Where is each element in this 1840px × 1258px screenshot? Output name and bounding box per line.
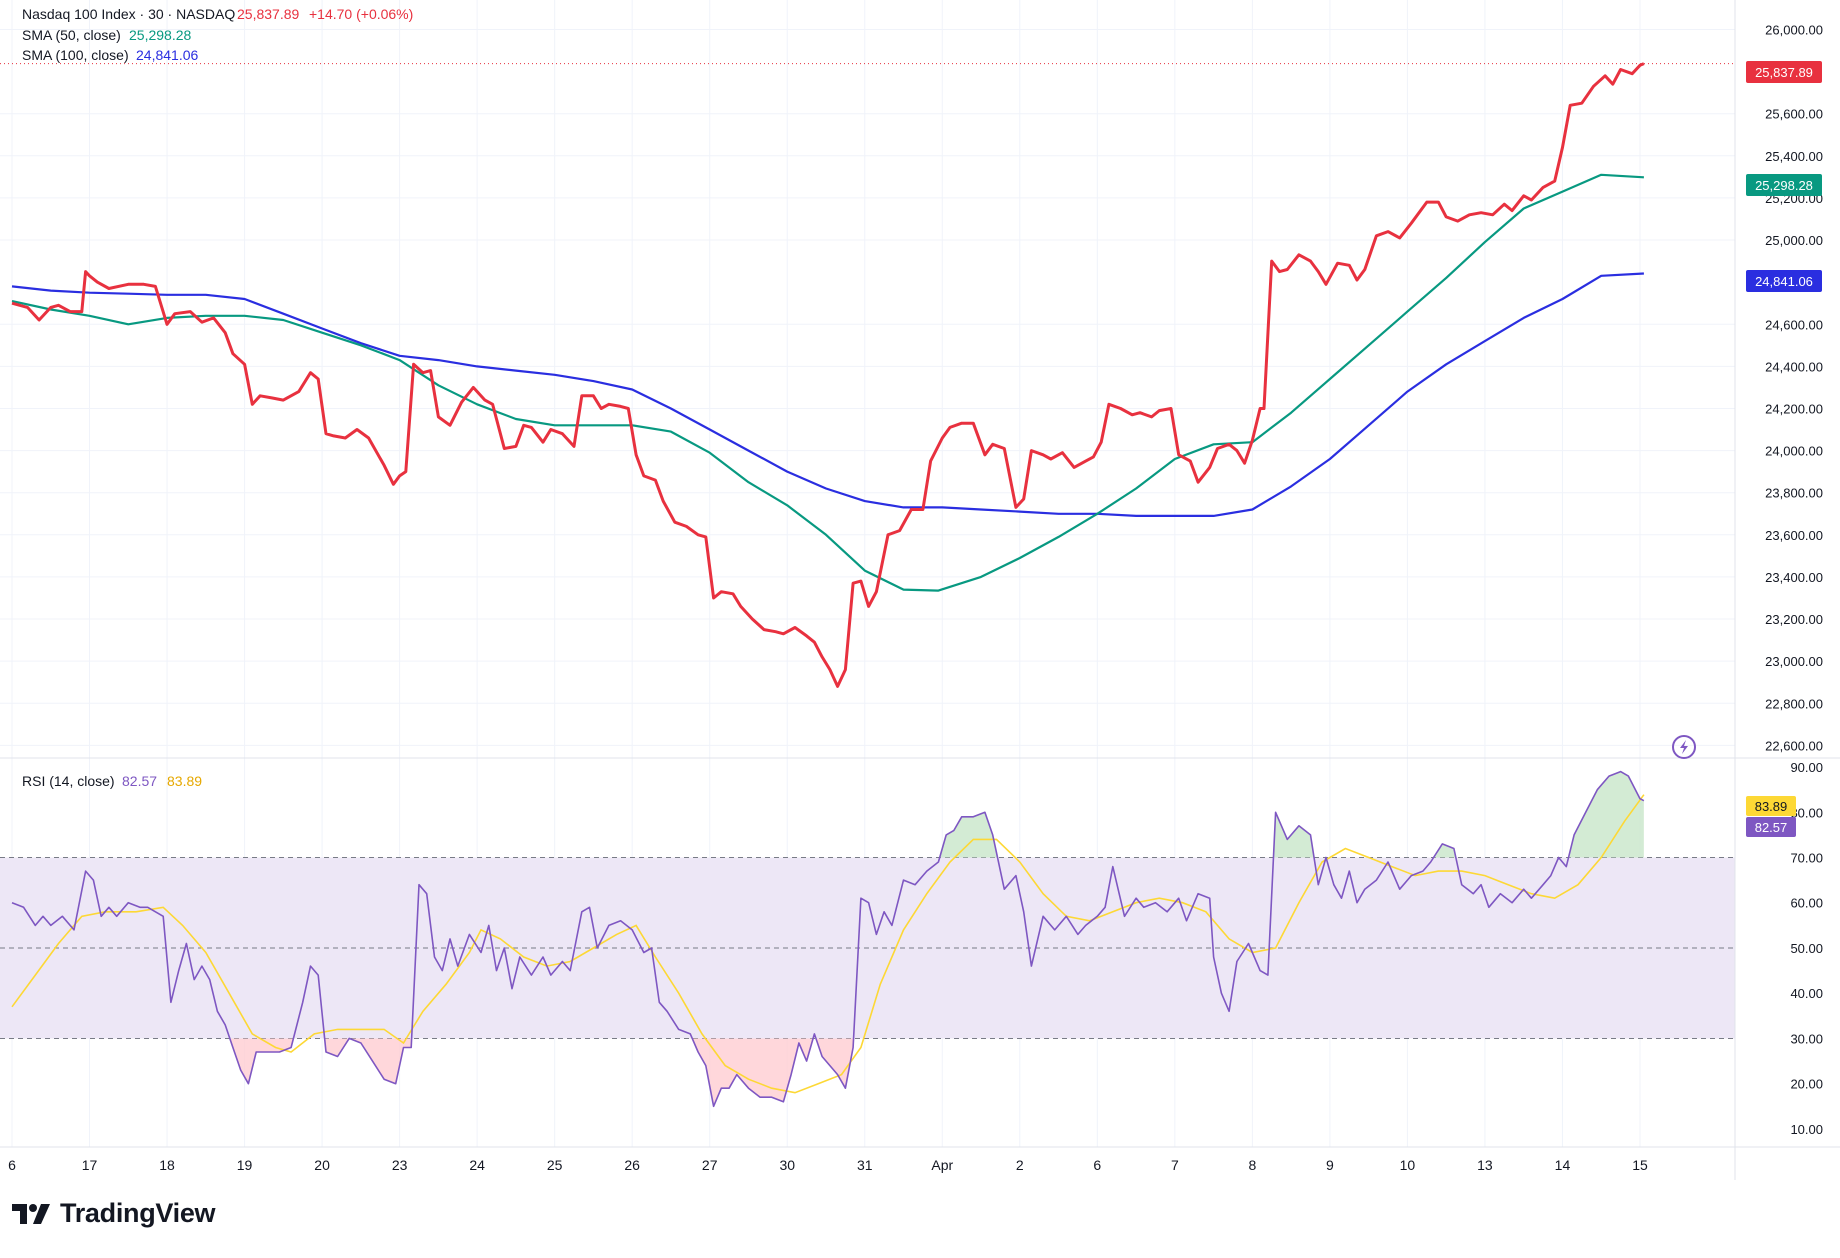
price-tick-label: 23,800.00 bbox=[1765, 486, 1823, 501]
legend-rsi-value: 82.57 bbox=[122, 773, 157, 789]
svg-text:82.57: 82.57 bbox=[1755, 820, 1788, 835]
price-tick-label: 25,600.00 bbox=[1765, 107, 1823, 122]
rsi-oversold-fill bbox=[815, 1038, 854, 1089]
sma100-series-line bbox=[11, 272, 1644, 517]
sma50-series-line bbox=[11, 173, 1644, 592]
time-tick-label: 14 bbox=[1555, 1157, 1571, 1173]
time-tick-label: Apr bbox=[931, 1157, 953, 1173]
rsi-oversold-fill bbox=[324, 1038, 412, 1084]
svg-text:25,837.89: 25,837.89 bbox=[1755, 65, 1813, 80]
time-tick-label: 19 bbox=[237, 1157, 253, 1173]
price-tick-label: 24,400.00 bbox=[1765, 359, 1823, 374]
legend-title: Nasdaq 100 Index · 30 · NASDAQ bbox=[22, 6, 235, 22]
rsi-ma-series-line bbox=[11, 794, 1645, 1094]
axis-layer: 22,600.00 22,800.00 23,000.00 23,200.00 23,4… bbox=[8, 22, 1823, 1173]
rsi-value-tag: 82.57 bbox=[1746, 817, 1796, 837]
last-price-tag: 25,837.89 bbox=[1746, 61, 1822, 83]
price-tick-label: 23,400.00 bbox=[1765, 570, 1823, 585]
sma50-price-tag: 25,298.28 bbox=[1746, 174, 1822, 196]
rsi-tick-label: 10.00 bbox=[1790, 1122, 1823, 1137]
time-tick-label: 27 bbox=[702, 1157, 718, 1173]
rsi-overbought-fill bbox=[1433, 843, 1456, 858]
time-tick-label: 2 bbox=[1016, 1157, 1024, 1173]
legend-rsi-ma-value: 83.89 bbox=[167, 773, 202, 789]
time-tick-label: 10 bbox=[1400, 1157, 1416, 1173]
price-tick-label: 23,200.00 bbox=[1765, 612, 1823, 627]
rsi-series-line bbox=[11, 770, 1645, 1108]
time-tick-label: 9 bbox=[1326, 1157, 1334, 1173]
svg-text:83.89: 83.89 bbox=[1755, 799, 1788, 814]
legend-sma100-value: 24,841.06 bbox=[136, 47, 198, 63]
rsi-overbought-fill bbox=[939, 812, 998, 858]
rsi-oversold-fill bbox=[692, 1038, 814, 1107]
price-tick-label: 24,000.00 bbox=[1765, 444, 1823, 459]
time-tick-label: 6 bbox=[1093, 1157, 1101, 1173]
legend-sma50-label: SMA (50, close) bbox=[22, 27, 121, 43]
price-tick-label: 23,600.00 bbox=[1765, 528, 1823, 543]
price-tick-label: 25,400.00 bbox=[1765, 149, 1823, 164]
legend-sma50-value: 25,298.28 bbox=[129, 27, 191, 43]
svg-text:24,841.06: 24,841.06 bbox=[1755, 274, 1813, 289]
rsi-tick-label: 90.00 bbox=[1790, 760, 1823, 775]
time-tick-label: 15 bbox=[1632, 1157, 1648, 1173]
time-tick-label: 25 bbox=[547, 1157, 563, 1173]
time-tick-label: 30 bbox=[779, 1157, 795, 1173]
price-series-line bbox=[11, 62, 1645, 688]
price-tick-label: 22,800.00 bbox=[1765, 696, 1823, 711]
time-tick-label: 7 bbox=[1171, 1157, 1179, 1173]
svg-text:25,298.28: 25,298.28 bbox=[1755, 178, 1813, 193]
rsi-overbought-fill bbox=[1568, 771, 1644, 858]
time-tick-label: 13 bbox=[1477, 1157, 1493, 1173]
time-tick-label: 31 bbox=[857, 1157, 873, 1173]
tradingview-logo-icon bbox=[12, 1203, 50, 1224]
time-tick-label: 24 bbox=[469, 1157, 485, 1173]
rsi-tick-label: 60.00 bbox=[1790, 896, 1823, 911]
legend-sma100-label: SMA (100, close) bbox=[22, 47, 129, 63]
price-tick-label: 24,200.00 bbox=[1765, 401, 1823, 416]
time-tick-label: 26 bbox=[624, 1157, 640, 1173]
rsi-tick-label: 40.00 bbox=[1790, 986, 1823, 1001]
time-tick-label: 8 bbox=[1248, 1157, 1256, 1173]
price-tick-label: 25,000.00 bbox=[1765, 233, 1823, 248]
rsi-overbought-fill bbox=[1273, 812, 1315, 858]
time-tick-label: 6 bbox=[8, 1157, 16, 1173]
rsi-oversold-fill bbox=[229, 1038, 294, 1084]
rsi-tick-label: 30.00 bbox=[1790, 1031, 1823, 1046]
legend-price-change: +14.70 (+0.06%) bbox=[309, 6, 413, 22]
tradingview-brand[interactable]: TradingView bbox=[12, 1198, 216, 1229]
legend-rsi-label: RSI (14, close) bbox=[22, 773, 115, 789]
sma100-price-tag: 24,841.06 bbox=[1746, 270, 1822, 292]
price-tick-label: 22,600.00 bbox=[1765, 738, 1823, 753]
lightning-icon[interactable] bbox=[1672, 735, 1696, 759]
rsi-tick-label: 70.00 bbox=[1790, 851, 1823, 866]
time-tick-label: 20 bbox=[314, 1157, 330, 1173]
rsi-ma-tag: 83.89 bbox=[1746, 796, 1796, 816]
time-tick-label: 17 bbox=[82, 1157, 98, 1173]
time-tick-label: 18 bbox=[159, 1157, 175, 1173]
time-tick-label: 23 bbox=[392, 1157, 408, 1173]
rsi-extreme-fills bbox=[229, 771, 1644, 1107]
legend-price-value: 25,837.89 bbox=[237, 6, 299, 22]
price-tick-label: 23,000.00 bbox=[1765, 654, 1823, 669]
series-layer bbox=[0, 62, 1735, 1108]
rsi-tick-label: 80.00 bbox=[1790, 805, 1823, 820]
rsi-tick-label: 20.00 bbox=[1790, 1077, 1823, 1092]
rsi-tick-label: 50.00 bbox=[1790, 941, 1823, 956]
brand-name: TradingView bbox=[60, 1198, 216, 1228]
price-tick-label: 26,000.00 bbox=[1765, 22, 1823, 37]
price-tick-label: 24,600.00 bbox=[1765, 317, 1823, 332]
